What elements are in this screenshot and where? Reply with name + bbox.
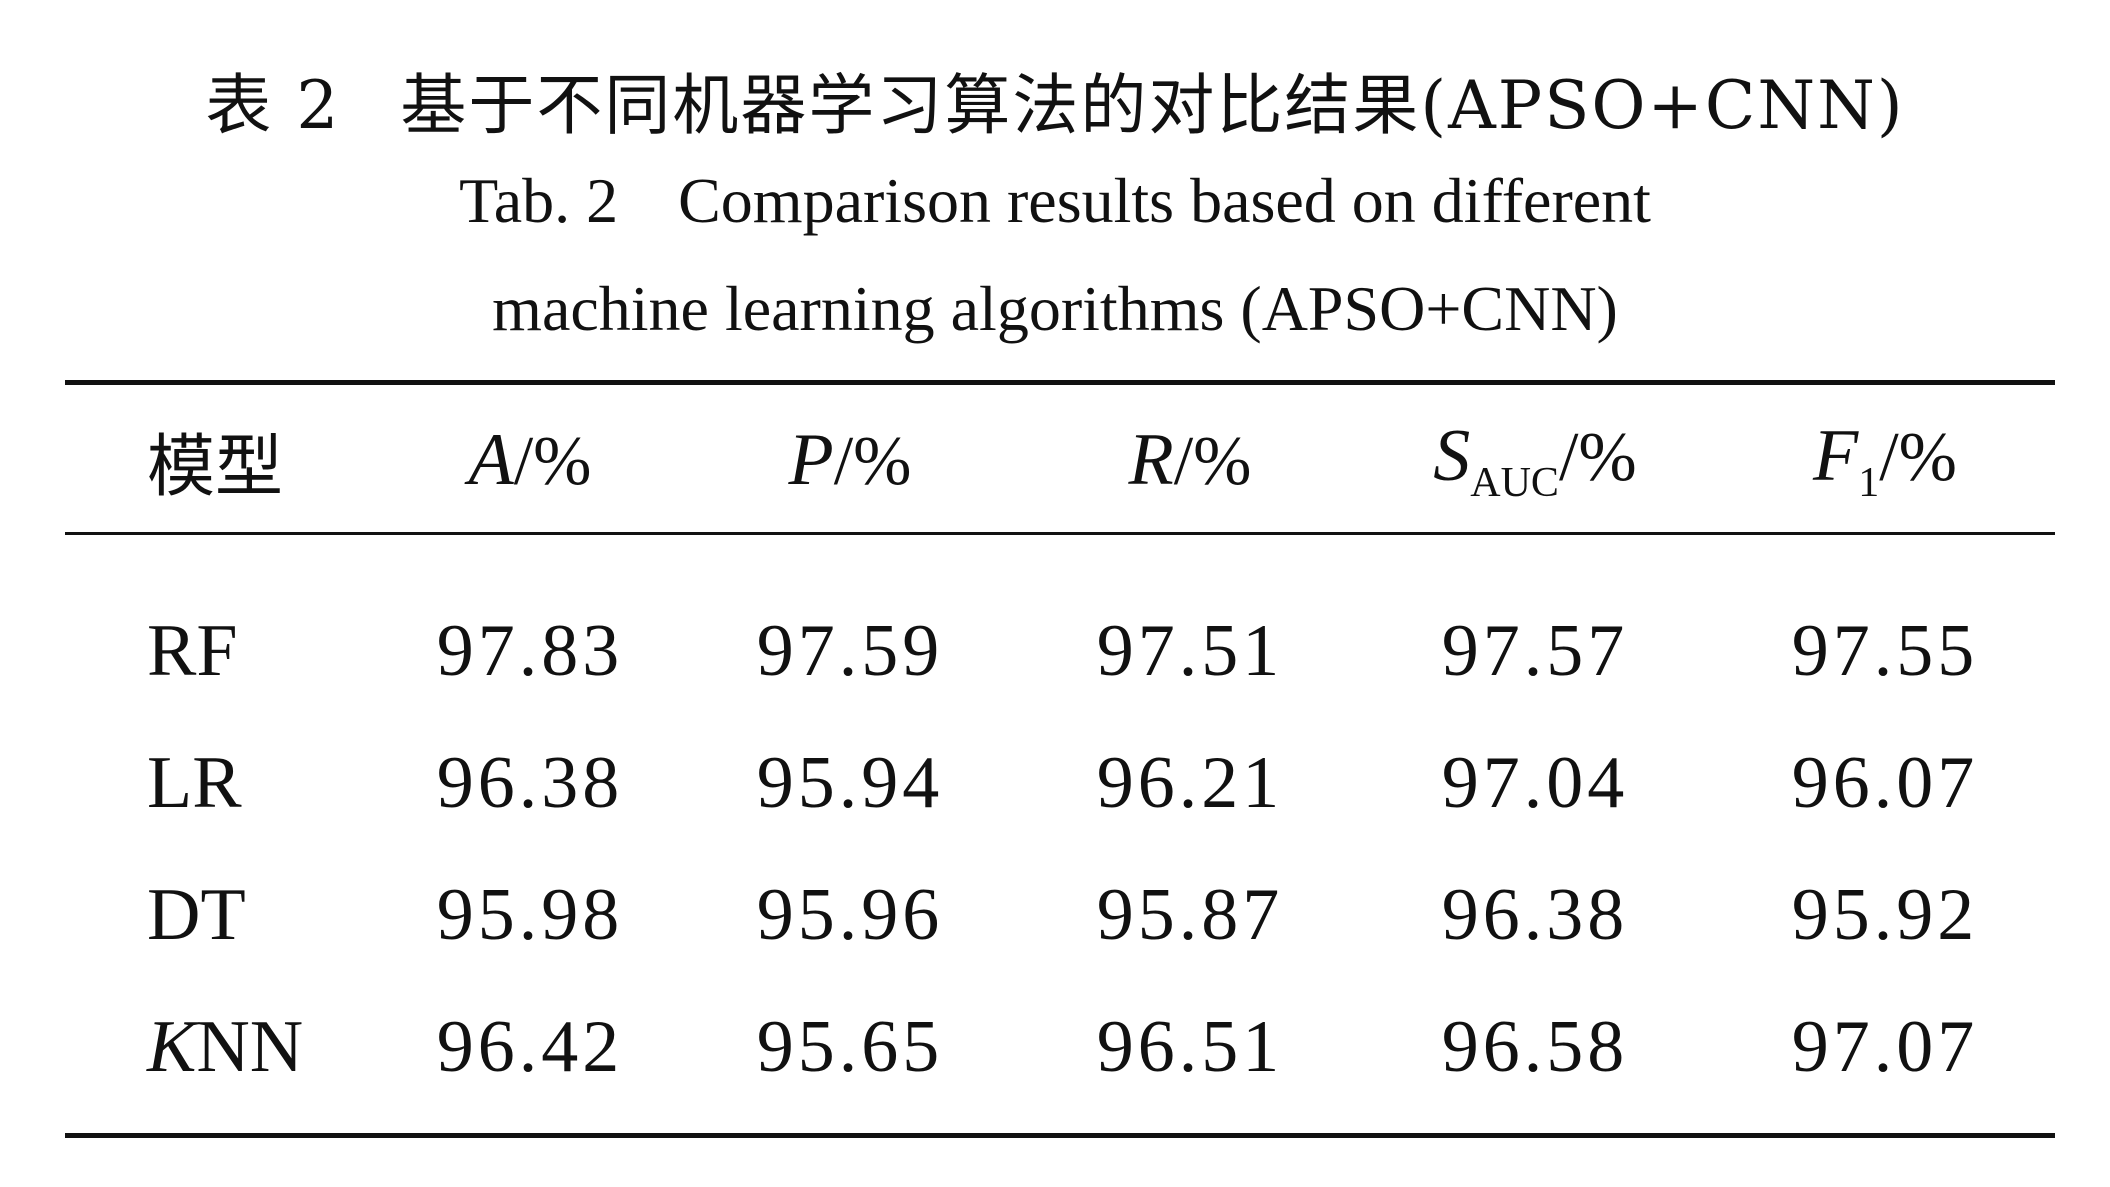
row-model-name: DT xyxy=(147,873,246,956)
cell-value: 96.42 xyxy=(436,1005,624,1088)
header-precision: P/% xyxy=(788,418,912,501)
cell-value: 96.21 xyxy=(1096,741,1284,824)
cell-value: 97.51 xyxy=(1096,609,1284,692)
table-row: KNN 96.42 95.65 96.51 96.58 97.07 xyxy=(65,981,2055,1113)
table-row: RF 97.83 97.59 97.51 97.57 97.55 xyxy=(65,585,2055,717)
cell-value: 97.55 xyxy=(1791,609,1979,692)
caption-chinese: 表 2 基于不同机器学习算法的对比结果(APSO+CNN) xyxy=(0,52,2110,148)
caption-chinese-number: 表 2 xyxy=(205,67,341,144)
cell-value: 97.04 xyxy=(1441,741,1629,824)
table-header-rule xyxy=(65,532,2055,535)
header-row: 模型 A/% P/% R/% SAUC/% F1/% xyxy=(65,400,2055,520)
cell-value: 95.94 xyxy=(756,741,944,824)
cell-value: 96.38 xyxy=(436,741,624,824)
cell-value: 96.51 xyxy=(1096,1005,1284,1088)
cell-value: 95.96 xyxy=(756,873,944,956)
caption-english-text-2: machine learning algorithms (APSO+CNN) xyxy=(492,273,1618,344)
cell-value: 96.07 xyxy=(1791,741,1979,824)
caption-english-text-1: Comparison results based on different xyxy=(678,165,1651,236)
table-row: DT 95.98 95.96 95.87 96.38 95.92 xyxy=(65,849,2055,981)
cell-value: 96.58 xyxy=(1441,1005,1629,1088)
table-header: 模型 A/% P/% R/% SAUC/% F1/% xyxy=(65,400,2055,520)
table-bottom-rule xyxy=(65,1133,2055,1138)
row-model-name: KNN xyxy=(147,1005,304,1088)
row-model-name: LR xyxy=(147,741,242,824)
header-model: 模型 xyxy=(147,427,284,507)
caption-english-line2: machine learning algorithms (APSO+CNN) xyxy=(0,272,2110,346)
cell-value: 95.65 xyxy=(756,1005,944,1088)
cell-value: 95.87 xyxy=(1096,873,1284,956)
caption-chinese-text: 基于不同机器学习算法的对比结果(APSO+CNN) xyxy=(400,67,1905,144)
cell-value: 95.92 xyxy=(1791,873,1979,956)
cell-value: 97.59 xyxy=(756,609,944,692)
cell-value: 95.98 xyxy=(436,873,624,956)
header-recall: R/% xyxy=(1128,418,1252,501)
header-f1: F1/% xyxy=(1813,414,1957,506)
cell-value: 97.07 xyxy=(1791,1005,1979,1088)
caption-english-line1: Tab. 2 Comparison results based on differ… xyxy=(0,164,2110,238)
caption-english-number: Tab. 2 xyxy=(459,165,619,236)
table-row: LR 96.38 95.94 96.21 97.04 96.07 xyxy=(65,717,2055,849)
row-model-name: RF xyxy=(147,609,238,692)
cell-value: 97.57 xyxy=(1441,609,1629,692)
table-top-rule xyxy=(65,380,2055,385)
header-auc: SAUC/% xyxy=(1433,414,1637,506)
cell-value: 97.83 xyxy=(436,609,624,692)
table-body: RF 97.83 97.59 97.51 97.57 97.55 LR 96.3… xyxy=(65,585,2055,1113)
header-accuracy: A/% xyxy=(468,418,592,501)
cell-value: 96.38 xyxy=(1441,873,1629,956)
